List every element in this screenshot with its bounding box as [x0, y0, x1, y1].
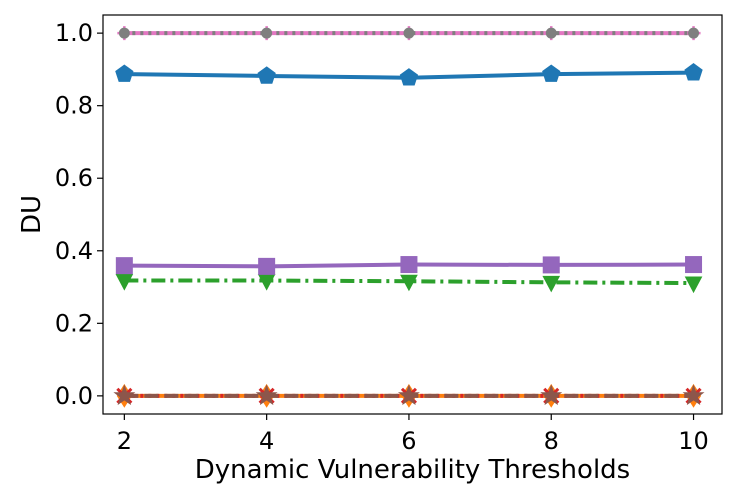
series-line: [124, 278, 694, 286]
data-series: [115, 274, 703, 294]
data-point: [257, 66, 276, 84]
y-tick-label: 0.8: [55, 92, 93, 120]
y-axis-label: DU: [17, 195, 47, 234]
x-tick-label: 4: [259, 427, 274, 455]
data-point: [685, 256, 703, 274]
y-tick-label: 0.0: [55, 382, 93, 410]
data-point: [399, 68, 419, 86]
data-point: [400, 256, 418, 274]
data-point: [545, 27, 557, 39]
data-point: [115, 257, 133, 275]
y-tick-label: 0.6: [55, 164, 93, 192]
data-point: [400, 274, 418, 292]
data-point: [542, 275, 561, 293]
data-point: [684, 63, 703, 81]
data-point: [258, 257, 276, 275]
data-point: [113, 384, 136, 406]
x-tick-label: 8: [544, 427, 559, 455]
data-series: [115, 63, 703, 86]
data-series: [115, 256, 703, 275]
y-tick-label: 1.0: [55, 19, 93, 47]
data-point: [118, 27, 130, 39]
data-point: [682, 384, 705, 406]
data-point: [540, 384, 563, 406]
y-tick-label: 0.4: [55, 237, 93, 265]
data-point: [115, 274, 134, 291]
data-point: [115, 64, 134, 82]
data-series: [118, 27, 700, 39]
data-series: [113, 384, 705, 406]
plot-frame: [102, 14, 723, 415]
x-tick-label: 2: [117, 427, 132, 455]
data-point: [403, 27, 415, 39]
x-tick-label: 10: [678, 427, 709, 455]
y-tick-label: 0.2: [55, 309, 93, 337]
data-point: [688, 27, 700, 39]
x-axis-label: Dynamic Vulnerability Thresholds: [195, 455, 630, 485]
data-point: [397, 384, 420, 406]
series-layer: [113, 26, 705, 408]
data-point: [684, 276, 703, 294]
data-point: [261, 27, 273, 39]
data-point: [542, 256, 560, 274]
x-tick-label: 6: [401, 427, 416, 455]
ticks-layer: 2 4 6 8 10 0.0 0.2 0.4 0.6 0.8 1.0: [55, 19, 709, 455]
data-point: [255, 384, 278, 406]
data-point: [542, 64, 561, 82]
